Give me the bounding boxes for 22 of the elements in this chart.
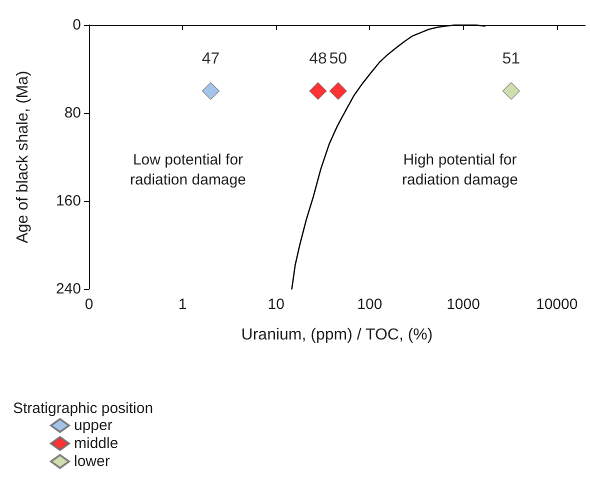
annotation: 50 <box>329 50 348 68</box>
annotation: 48 <box>309 50 327 68</box>
annotation: 51 <box>502 50 520 68</box>
x-tick-label: 0 <box>84 296 94 313</box>
x-tick-label: 1000 <box>446 296 480 313</box>
x-axis-title: Uranium, (ppm) / TOC, (%) <box>241 326 433 344</box>
annotation: Low potential for radiation damage <box>130 152 246 188</box>
legend-label: lower <box>74 453 110 470</box>
y-tick-label: 80 <box>64 104 81 122</box>
y-tick-label: 0 <box>72 16 81 34</box>
legend-label: middle <box>74 435 118 452</box>
x-tick-label: 10 <box>268 296 284 313</box>
x-tick-label: 1 <box>178 296 187 313</box>
y-tick-label: 240 <box>56 280 81 298</box>
legend-label: upper <box>74 417 112 434</box>
y-axis-title: Age of black shale, (Ma) <box>14 70 32 244</box>
annotation: High potential for radiation damage <box>402 152 518 188</box>
legend-title: Stratigraphic position <box>13 400 154 417</box>
annotation: 47 <box>202 50 220 68</box>
x-tick-label: 10000 <box>536 296 578 313</box>
x-tick-label: 100 <box>357 296 382 313</box>
y-tick-label: 160 <box>56 192 81 210</box>
